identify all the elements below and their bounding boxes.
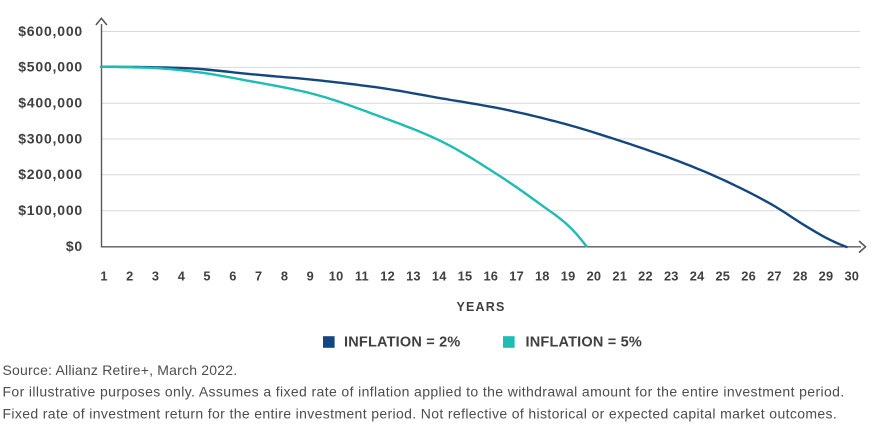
svg-text:19: 19 — [561, 269, 576, 284]
svg-text:30: 30 — [844, 269, 859, 284]
svg-text:29: 29 — [819, 269, 834, 284]
svg-text:$400,000: $400,000 — [18, 95, 83, 111]
svg-text:Source: Allianz Retire+, March: Source: Allianz Retire+, March 2022. — [3, 362, 238, 378]
svg-text:27: 27 — [767, 269, 782, 284]
svg-text:22: 22 — [638, 269, 653, 284]
svg-text:4: 4 — [178, 269, 186, 284]
svg-text:Fixed rate of investment retur: Fixed rate of investment return for the … — [3, 405, 838, 421]
svg-text:23: 23 — [664, 269, 679, 284]
svg-text:$600,000: $600,000 — [18, 23, 83, 39]
svg-text:15: 15 — [458, 269, 473, 284]
svg-text:24: 24 — [690, 269, 705, 284]
svg-text:INFLATION = 5%: INFLATION = 5% — [526, 335, 643, 351]
svg-text:14: 14 — [432, 269, 447, 284]
svg-text:INFLATION = 2%: INFLATION = 2% — [344, 335, 461, 351]
svg-text:YEARS: YEARS — [456, 300, 505, 314]
svg-text:26: 26 — [741, 269, 756, 284]
svg-text:$0: $0 — [66, 238, 83, 254]
svg-text:9: 9 — [307, 269, 314, 284]
svg-text:18: 18 — [535, 269, 550, 284]
svg-text:$300,000: $300,000 — [18, 130, 83, 146]
svg-text:10: 10 — [329, 269, 344, 284]
svg-text:25: 25 — [715, 269, 730, 284]
svg-text:13: 13 — [406, 269, 421, 284]
svg-text:12: 12 — [380, 269, 395, 284]
svg-text:21: 21 — [612, 269, 627, 284]
svg-text:7: 7 — [255, 269, 262, 284]
svg-text:$200,000: $200,000 — [18, 166, 83, 182]
svg-text:5: 5 — [203, 269, 210, 284]
svg-text:6: 6 — [229, 269, 236, 284]
svg-text:16: 16 — [483, 269, 498, 284]
svg-text:17: 17 — [509, 269, 524, 284]
svg-text:3: 3 — [152, 269, 159, 284]
svg-text:28: 28 — [793, 269, 808, 284]
svg-text:1: 1 — [100, 269, 107, 284]
svg-text:11: 11 — [355, 269, 369, 284]
svg-text:$500,000: $500,000 — [18, 59, 83, 75]
svg-text:$100,000: $100,000 — [18, 202, 83, 218]
svg-text:20: 20 — [587, 269, 602, 284]
svg-text:8: 8 — [281, 269, 288, 284]
svg-text:For illustrative purposes only: For illustrative purposes only. Assumes … — [3, 384, 845, 400]
svg-text:2: 2 — [126, 269, 133, 284]
